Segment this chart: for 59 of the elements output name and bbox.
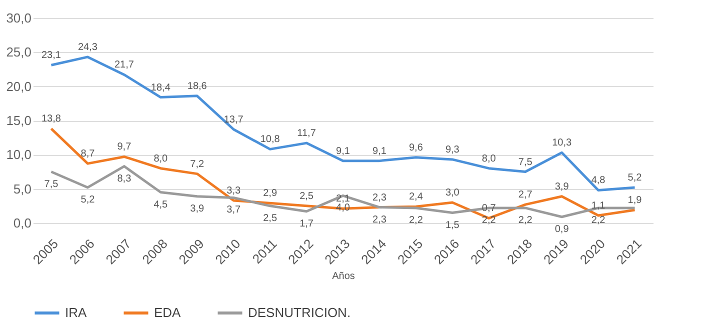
data-label: 2,3	[372, 192, 387, 204]
data-label: 4,8	[591, 175, 606, 186]
data-label: 4,0	[336, 202, 350, 214]
data-label: 23,1	[42, 50, 62, 62]
data-label: 1,7	[300, 218, 314, 230]
data-label: 3,9	[190, 203, 205, 214]
y-tick-label: 20,0	[6, 78, 32, 94]
data-label: 2,2	[408, 214, 424, 226]
data-label: 24,3	[78, 42, 98, 53]
data-label: 5,2	[80, 194, 96, 206]
data-label: 5,2	[628, 172, 642, 184]
data-label: 9,3	[445, 144, 460, 156]
y-tick-label: 10,0	[6, 147, 32, 162]
legend-label: EDA	[154, 305, 182, 320]
data-label: 9,6	[408, 142, 424, 154]
data-label: 13,8	[42, 114, 62, 125]
data-label: 8,0	[482, 153, 496, 164]
data-label: 11,7	[297, 128, 316, 140]
data-label: 8,7	[80, 148, 96, 160]
data-label: 2,9	[263, 188, 278, 200]
data-label: 2,5	[300, 190, 314, 202]
y-tick-label: 30,0	[6, 10, 32, 26]
data-label: 0,9	[554, 224, 570, 235]
legend-label: DESNUTRICION.	[248, 305, 351, 320]
data-label: 10,3	[552, 138, 572, 149]
y-tick-label: 0,0	[13, 216, 32, 230]
data-label: 1,5	[445, 220, 460, 231]
data-label: 8,0	[154, 153, 168, 164]
data-label: 0,7	[482, 203, 496, 214]
data-label: 7,5	[44, 178, 59, 190]
data-label: 3,0	[445, 188, 460, 198]
data-label: 18,4	[150, 82, 171, 94]
data-label: 1,9	[628, 195, 642, 206]
legend-label: IRA	[65, 305, 87, 320]
data-label: 2,2	[482, 214, 496, 226]
data-label: 3,9	[554, 181, 570, 192]
data-label: 3,3	[226, 185, 241, 196]
data-label: 9,1	[372, 146, 387, 157]
data-label: 2,5	[263, 212, 278, 224]
data-label: 18,6	[187, 80, 208, 92]
data-label: 7,5	[518, 156, 533, 168]
data-label: 2,7	[518, 190, 533, 201]
y-tick-label: 5,0	[13, 181, 32, 196]
data-label: 13,7	[224, 114, 244, 126]
data-label: 3,7	[226, 204, 241, 216]
data-label: 8,3	[117, 173, 132, 184]
data-label: 9,1	[336, 146, 350, 157]
data-label: 4,5	[154, 199, 168, 210]
data-label: 7,2	[190, 158, 205, 170]
data-label: 21,7	[114, 60, 134, 71]
y-tick-label: 15,0	[6, 113, 32, 128]
data-label: 2,2	[518, 214, 533, 226]
data-label: 10,8	[260, 134, 280, 146]
data-label: 2,2	[591, 214, 606, 226]
data-label: 9,7	[117, 142, 132, 153]
data-label: 2,4	[408, 192, 424, 203]
x-axis-title: Años	[332, 271, 355, 282]
y-tick-label: 25,0	[6, 44, 32, 60]
data-label: 2,3	[372, 214, 387, 226]
